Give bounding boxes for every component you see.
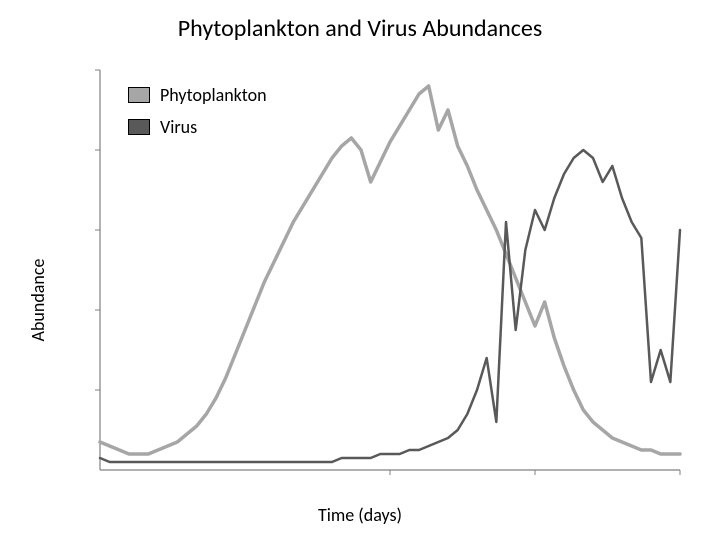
legend-swatch-icon (128, 119, 150, 135)
legend: Phytoplankton Virus (128, 84, 267, 148)
x-axis-label: Time (days) (0, 504, 720, 526)
legend-swatch-icon (128, 87, 150, 103)
legend-item-virus: Virus (128, 116, 267, 138)
legend-item-phytoplankton: Phytoplankton (128, 84, 267, 106)
chart-title: Phytoplankton and Virus Abundances (0, 14, 720, 43)
legend-label: Virus (160, 116, 197, 138)
y-axis-label: Abundance (27, 259, 49, 342)
legend-label: Phytoplankton (160, 84, 267, 106)
